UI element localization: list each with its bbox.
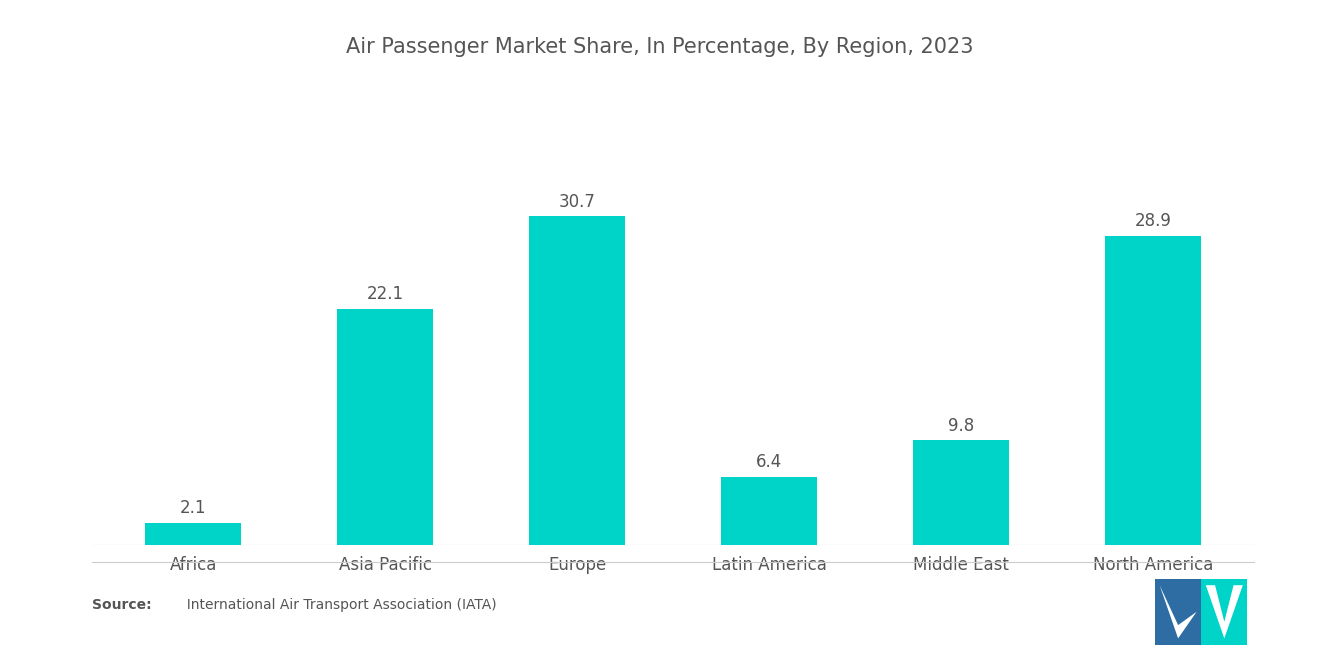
Text: 30.7: 30.7 [558,193,595,211]
Polygon shape [1206,585,1243,638]
Text: 6.4: 6.4 [756,454,783,471]
Text: International Air Transport Association (IATA): International Air Transport Association … [178,598,496,612]
Bar [529,216,626,545]
Polygon shape [1159,585,1196,638]
Bar [1105,235,1201,545]
Bar [913,440,1010,545]
Text: 28.9: 28.9 [1135,212,1172,230]
Bar [145,523,242,545]
Text: 22.1: 22.1 [367,285,404,303]
Text: 9.8: 9.8 [948,417,974,435]
Text: Source:: Source: [92,598,152,612]
Bar [1155,579,1201,645]
Text: Air Passenger Market Share, In Percentage, By Region, 2023: Air Passenger Market Share, In Percentag… [346,37,974,57]
Text: 2.1: 2.1 [180,499,206,517]
Bar [721,477,817,545]
Bar [1201,579,1247,645]
Bar [337,309,433,545]
